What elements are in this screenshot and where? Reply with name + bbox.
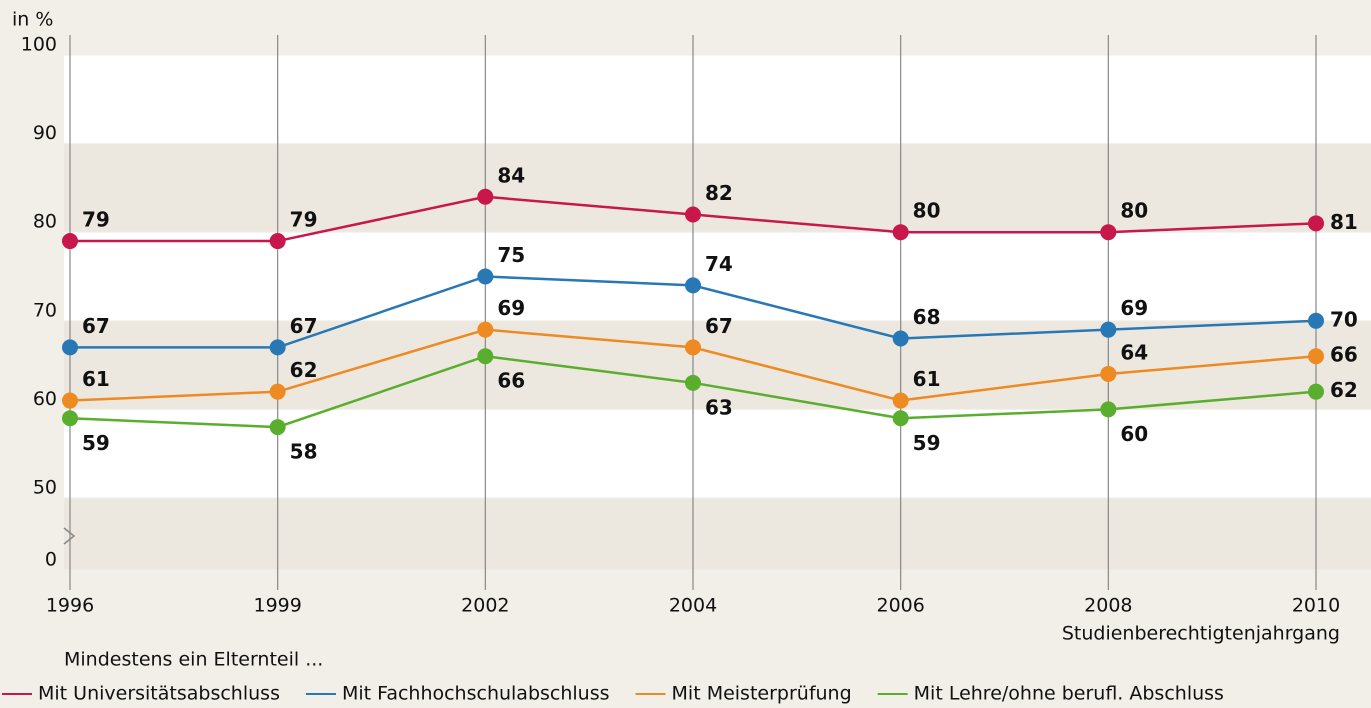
band <box>64 232 1371 321</box>
data-point <box>269 383 286 400</box>
band <box>64 409 1371 498</box>
y-tick-label: 50 <box>33 477 57 499</box>
data-point <box>685 339 701 356</box>
legend-title: Mindestens ein Elternteil ... <box>64 649 323 671</box>
data-point <box>477 348 494 365</box>
data-point <box>269 419 286 436</box>
data-label: 84 <box>497 163 525 187</box>
data-label: 75 <box>497 243 525 267</box>
data-point <box>62 233 78 250</box>
y-tick-label: 100 <box>21 34 57 56</box>
data-label: 63 <box>705 395 733 419</box>
data-point <box>477 321 494 338</box>
data-point <box>62 339 78 356</box>
data-point <box>1308 312 1324 329</box>
y-axis-label: in % <box>12 9 53 31</box>
data-label: 80 <box>1120 199 1148 223</box>
data-label: 81 <box>1330 210 1358 234</box>
data-point <box>1100 224 1117 241</box>
legend-label: Mit Universitätsabschluss <box>38 683 280 705</box>
data-label: 74 <box>705 252 733 276</box>
data-point <box>269 233 286 250</box>
data-label: 79 <box>82 208 110 232</box>
data-point <box>62 410 78 427</box>
data-label: 68 <box>913 305 941 329</box>
data-label: 66 <box>497 369 525 393</box>
x-tick-label: 1999 <box>253 595 301 617</box>
data-label: 69 <box>497 296 525 320</box>
x-tick-label: 2008 <box>1084 595 1132 617</box>
x-tick-label: 2002 <box>461 595 509 617</box>
data-label: 69 <box>1120 296 1148 320</box>
data-point <box>892 410 909 427</box>
y-tick-label: 90 <box>33 122 57 144</box>
data-point <box>477 268 494 285</box>
y-tick-label: 60 <box>33 388 57 410</box>
data-point <box>1308 383 1324 400</box>
data-label: 62 <box>290 358 318 382</box>
x-tick-label: 2010 <box>1292 595 1340 617</box>
band <box>64 498 1371 570</box>
y-tick-label: 0 <box>45 549 57 571</box>
data-point <box>1100 401 1117 418</box>
data-label: 80 <box>913 199 941 223</box>
data-label: 61 <box>913 367 941 391</box>
data-point <box>1100 321 1117 338</box>
data-point <box>892 330 909 347</box>
data-label: 79 <box>290 208 318 232</box>
data-label: 67 <box>290 314 318 338</box>
data-label: 66 <box>1330 343 1358 367</box>
y-tick-label: 70 <box>33 299 57 321</box>
data-label: 60 <box>1120 422 1148 446</box>
x-tick-label: 2004 <box>669 595 717 617</box>
data-point <box>685 277 701 294</box>
data-point <box>892 392 909 409</box>
data-point <box>685 206 701 223</box>
data-point <box>1100 365 1117 382</box>
data-label: 70 <box>1330 307 1358 331</box>
data-label: 67 <box>705 314 733 338</box>
data-label: 61 <box>82 367 110 391</box>
data-point <box>269 339 286 356</box>
legend-label: Mit Meisterprüfung <box>672 683 852 705</box>
data-point <box>1308 215 1324 232</box>
data-label: 59 <box>913 431 941 455</box>
band <box>64 55 1371 144</box>
data-point <box>892 224 909 241</box>
data-point <box>1308 348 1324 365</box>
data-label: 67 <box>82 314 110 338</box>
data-label: 58 <box>290 440 318 464</box>
data-point <box>62 392 78 409</box>
x-axis-label: Studienberechtigtenjahrgang <box>1062 623 1340 645</box>
data-label: 62 <box>1330 378 1358 402</box>
x-tick-label: 2006 <box>876 595 924 617</box>
y-tick-label: 80 <box>33 211 57 233</box>
legend-label: Mit Lehre/ohne berufl. Abschluss <box>914 683 1224 705</box>
legend-label: Mit Fachhochschulabschluss <box>342 683 610 705</box>
data-label: 64 <box>1120 340 1148 364</box>
data-label: 59 <box>82 431 110 455</box>
data-label: 82 <box>705 181 733 205</box>
data-point <box>477 188 494 205</box>
x-tick-label: 1996 <box>46 595 94 617</box>
axis-break <box>63 527 76 545</box>
data-point <box>685 374 701 391</box>
